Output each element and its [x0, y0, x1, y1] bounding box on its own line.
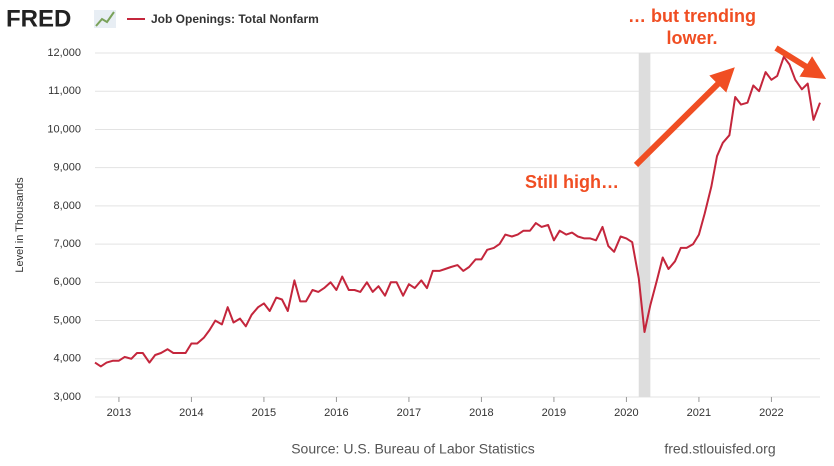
y-tick-label: 9,000 [53, 162, 81, 174]
x-tick-label: 2015 [252, 407, 276, 419]
y-tick-label: 4,000 [53, 353, 81, 365]
x-tick-label: 2020 [614, 407, 638, 419]
y-tick-label: 3,000 [53, 391, 81, 403]
arrow [774, 45, 827, 80]
y-tick-label: 10,000 [47, 123, 81, 135]
x-tick-label: 2014 [179, 407, 203, 419]
x-tick-label: 2019 [542, 407, 566, 419]
source: Source: U.S. Bureau of Labor Statistics [291, 441, 535, 457]
x-tick-label: 2018 [469, 407, 493, 419]
plot: 3,000 4,000 5,000 6,000 7,000 8,000 9,000 10,00… [47, 47, 821, 419]
x-tick-label: 2016 [324, 407, 348, 419]
y-tick-label: 7,000 [53, 238, 81, 250]
annotation: lower. [666, 28, 717, 48]
y-tick-label: 5,000 [53, 314, 81, 326]
y-tick-label: 8,000 [53, 200, 81, 212]
x-tick-label: 2022 [759, 407, 783, 419]
logo-icon [94, 10, 116, 28]
y-tick-label: 12,000 [47, 47, 81, 59]
legend-label: Job Openings: Total Nonfarm [151, 12, 319, 26]
y-axis-label: Level in Thousands [14, 177, 26, 273]
series-line [94, 55, 821, 368]
annotation: … but trending [628, 6, 756, 26]
site: fred.stlouisfed.org [664, 441, 775, 457]
y-tick-label: 6,000 [53, 276, 81, 288]
y-tick-label: 11,000 [48, 85, 81, 97]
arrow [633, 67, 735, 168]
brand: FRED [6, 5, 71, 32]
x-tick-label: 2013 [107, 407, 131, 419]
x-tick-label: 2017 [397, 407, 421, 419]
x-tick-label: 2021 [687, 407, 711, 419]
annotation: Still high… [525, 172, 619, 192]
recession-band [638, 53, 651, 397]
